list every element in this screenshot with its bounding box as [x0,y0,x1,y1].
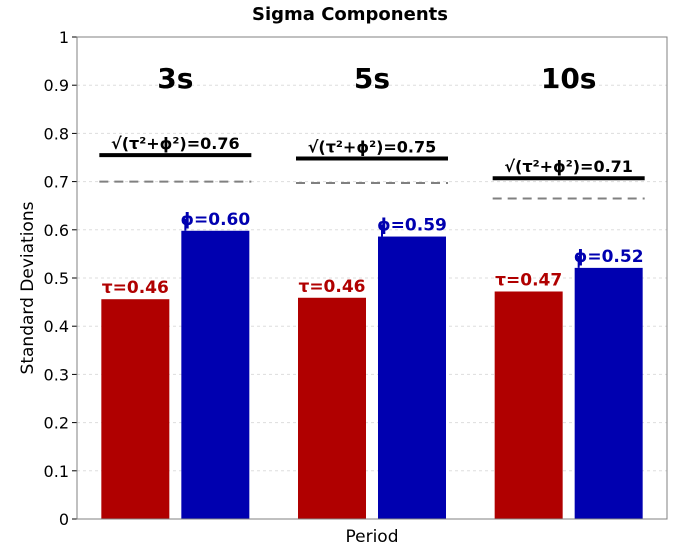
chart-title: Sigma Components [252,4,448,25]
period-label: 5s [354,62,390,95]
y-tick-label: 0.9 [44,76,69,95]
bars: 3s τ=0.46 ϕ=0.60 5s τ=0.46 ϕ=0.59 10s τ=0.47 ϕ=0… [101,62,644,519]
y-axis-label: Standard Deviations [18,201,38,374]
grid-lines [77,84,667,472]
total-lines: √(τ²+ϕ²)=0.76 √(τ²+ϕ²)=0.75 √(τ²+ϕ²)=0.71 [99,134,645,181]
phi-bar [181,230,250,519]
y-axis-ticks: 0 0.1 0.2 0.3 0.4 0.5 0.6 0.7 0.8 0.9 1 [44,28,77,529]
tau-value-label: τ=0.46 [102,278,169,298]
tau-bar [494,291,563,519]
y-tick-label: 0.4 [44,317,69,336]
period-label: 10s [541,62,597,95]
y-tick-label: 0.3 [44,365,69,384]
x-axis-label: Period [345,527,398,547]
y-tick-label: 1 [59,28,69,47]
tau-bar [298,297,366,519]
total-value-label: √(τ²+ϕ²)=0.76 [111,134,240,153]
phi-value-label: ϕ=0.59 [377,216,447,236]
y-tick-label: 0.2 [44,414,69,433]
phi-bar [574,267,643,519]
y-tick-label: 0.7 [44,173,69,192]
y-tick-label: 0.8 [44,124,69,143]
phi-value-label: ϕ=0.60 [180,210,250,230]
total-value-label: √(τ²+ϕ²)=0.75 [308,137,437,156]
y-tick-label: 0 [59,510,69,529]
plot-frame [76,36,668,520]
y-tick-label: 0.1 [44,462,69,481]
phi-value-label: ϕ=0.52 [574,247,644,267]
reference-lines [99,180,645,200]
period-label: 3s [157,62,193,95]
y-tick-label: 0.5 [44,269,69,288]
tau-bar [101,299,170,519]
total-value-label: √(τ²+ϕ²)=0.71 [504,157,633,176]
phi-bar [378,236,446,519]
tau-value-label: τ=0.46 [298,277,365,297]
tau-value-label: τ=0.47 [495,270,562,290]
y-tick-label: 0.6 [44,221,69,240]
